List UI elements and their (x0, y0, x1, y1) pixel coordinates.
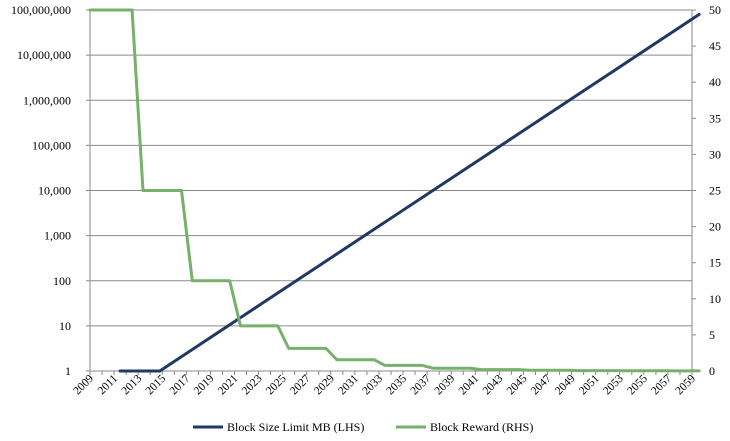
x-tick-label: 2021 (216, 372, 241, 397)
right-tick-label: 35 (709, 111, 721, 125)
left-tick-label: 1 (65, 364, 71, 378)
x-tick-label: 2015 (144, 372, 169, 397)
left-tick-label: 10,000 (38, 184, 71, 198)
x-tick-label: 2027 (288, 372, 313, 397)
right-tick-label: 50 (709, 3, 721, 17)
x-tick-label: 2051 (577, 372, 602, 397)
x-tick-label: 2011 (96, 372, 121, 397)
right-tick-label: 25 (709, 184, 721, 198)
x-tick-label: 2059 (673, 372, 698, 397)
right-tick-label: 45 (709, 39, 721, 53)
right-tick-label: 30 (709, 147, 721, 161)
left-tick-label: 10,000,000 (17, 48, 71, 62)
legend: Block Size Limit MB (LHS) Block Reward (R… (193, 420, 533, 434)
right-tick-label: 0 (709, 364, 715, 378)
left-tick-label: 100 (53, 274, 71, 288)
left-tick-label: 100,000,000 (11, 3, 71, 17)
left-tick-label: 1,000,000 (23, 93, 71, 107)
x-tick-label: 2033 (360, 372, 385, 397)
left-tick-label: 100,000 (32, 138, 71, 152)
x-tick-label: 2037 (408, 372, 433, 397)
x-tick-label: 2009 (71, 372, 96, 397)
right-tick-label: 10 (709, 292, 721, 306)
series-group (88, 8, 701, 373)
x-tick-label: 2031 (336, 372, 361, 397)
x-tick-label: 2023 (240, 372, 265, 397)
x-tick-label: 2013 (120, 372, 145, 397)
x-tick-label: 2029 (312, 372, 337, 397)
right-tick-label: 40 (709, 75, 721, 89)
legend-label: Block Size Limit MB (LHS) (227, 420, 364, 434)
block-size-line (118, 12, 701, 373)
x-tick-label: 2017 (168, 372, 193, 397)
right-tick-label: 5 (709, 328, 715, 342)
left-tick-label: 1,000 (44, 229, 71, 243)
block-reward-line (88, 8, 701, 373)
right-tick-label: 15 (709, 256, 721, 270)
left-tick-label: 10 (59, 319, 71, 333)
tick-labels: 1101001,00010,000100,0001,000,00010,000,… (11, 3, 721, 397)
x-tick-label: 2057 (649, 372, 674, 397)
right-tick-label: 20 (709, 220, 721, 234)
legend-label: Block Reward (RHS) (430, 420, 533, 434)
x-tick-label: 2025 (264, 372, 289, 397)
x-tick-label: 2045 (505, 372, 530, 397)
gridlines (90, 9, 692, 372)
x-tick-label: 2055 (625, 372, 650, 397)
x-tick-label: 2049 (553, 372, 578, 397)
x-tick-label: 2019 (192, 372, 217, 397)
x-tick-label: 2043 (481, 372, 506, 397)
x-tick-label: 2041 (457, 372, 482, 397)
x-tick-label: 2035 (384, 372, 409, 397)
x-tick-label: 2053 (601, 372, 626, 397)
x-tick-label: 2039 (433, 372, 458, 397)
axes (86, 9, 696, 375)
x-tick-label: 2047 (529, 372, 554, 397)
